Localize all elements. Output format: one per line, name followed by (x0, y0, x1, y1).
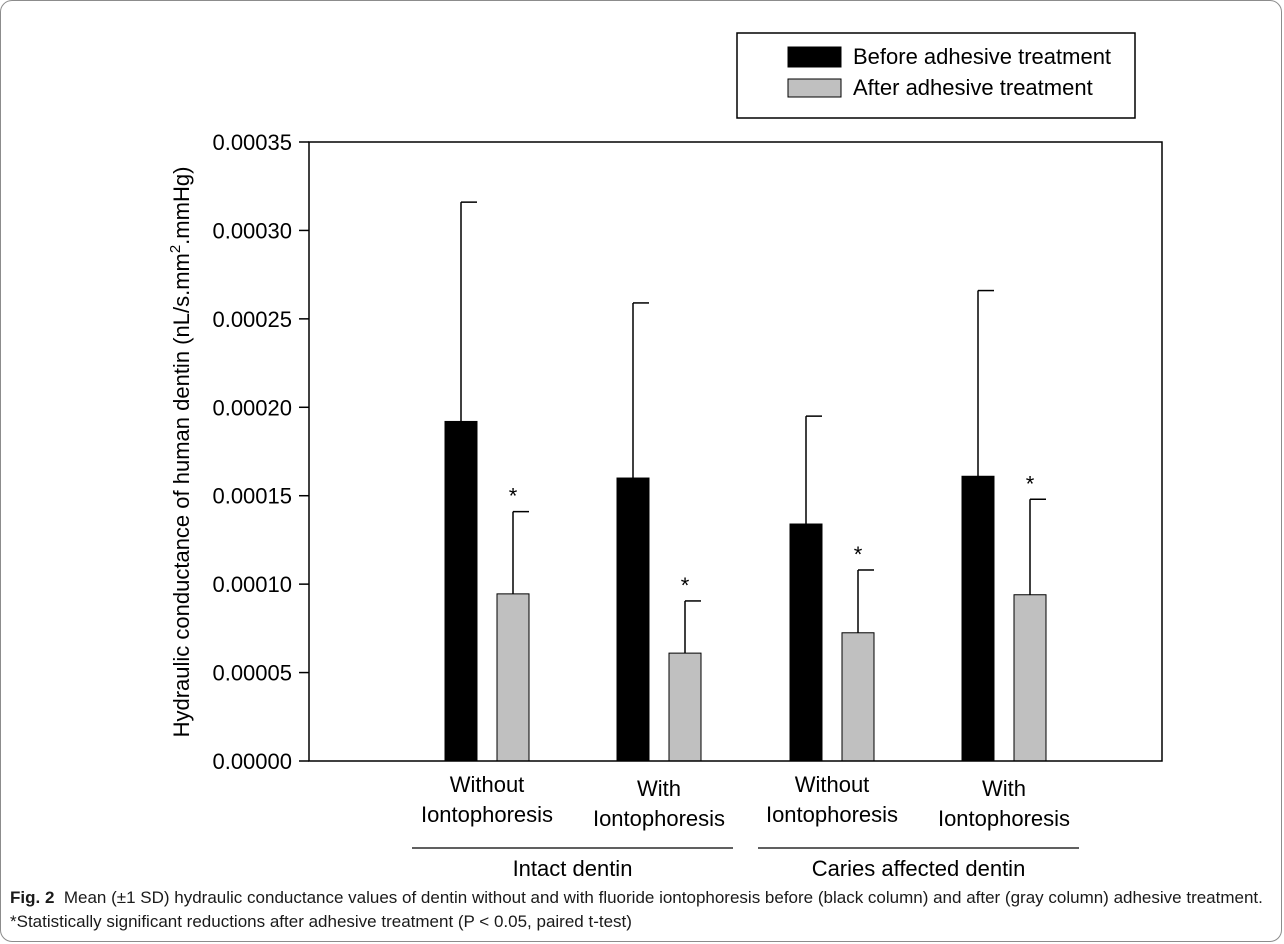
y-tick-label: 0.00020 (212, 395, 292, 420)
significance-marker: * (1026, 471, 1035, 496)
bars: * * * * (444, 201, 1047, 762)
x-axis-labels: Without Iontophoresis With Iontophoresis Wit… (412, 772, 1079, 881)
bar-before (961, 475, 995, 762)
significance-marker: * (509, 484, 518, 509)
y-tick-label: 0.00000 (212, 749, 292, 774)
significance-marker: * (854, 542, 863, 567)
y-axis-label-tail: .mmHg) (169, 167, 194, 245)
figure-caption: Fig. 2 Mean (±1 SD) hydraulic conductanc… (10, 886, 1272, 934)
y-tick-label: 0.00030 (212, 218, 292, 243)
bar-after (1013, 594, 1047, 762)
y-axis-label: Hydraulic conductance of human dentin (n… (167, 167, 194, 738)
bar-before (789, 523, 823, 762)
y-tick-label: 0.00035 (212, 130, 292, 155)
y-tick-label: 0.00005 (212, 661, 292, 686)
legend: Before adhesive treatment After adhesive… (736, 32, 1136, 119)
y-axis-label-superscript: 2 (167, 245, 184, 253)
x-tick-label: Iontophoresis (421, 802, 553, 827)
y-axis-ticks: 0.00000 0.00005 0.00010 0.00015 0.00020 0.000… (212, 130, 309, 774)
x-tick-label: With (982, 776, 1026, 801)
caption-label: Fig. 2 (10, 888, 55, 907)
x-tick-label: Iontophoresis (593, 806, 725, 831)
x-tick-label: Without (795, 772, 870, 797)
x-tick-label: Without (450, 772, 525, 797)
x-tick-label: Iontophoresis (766, 802, 898, 827)
legend-swatch-after (787, 78, 842, 98)
caption-text: Mean (±1 SD) hydraulic conductance value… (10, 888, 1263, 931)
legend-label-after: After adhesive treatment (853, 75, 1093, 100)
y-tick-label: 0.00015 (212, 484, 292, 509)
bar-after (668, 652, 702, 762)
group-label: Intact dentin (513, 856, 633, 881)
bar-after (496, 593, 530, 762)
bar-after (841, 632, 875, 762)
group-label: Caries affected dentin (812, 856, 1026, 881)
bar-before (616, 477, 650, 762)
y-tick-label: 0.00010 (212, 572, 292, 597)
x-tick-label: Iontophoresis (938, 806, 1070, 831)
legend-label-before: Before adhesive treatment (853, 44, 1111, 69)
legend-swatch-before (787, 46, 842, 68)
plot-area-frame (308, 141, 1163, 762)
bar-before (444, 420, 478, 762)
x-tick-label: With (637, 776, 681, 801)
y-tick-label: 0.00025 (212, 307, 292, 332)
significance-marker: * (681, 573, 690, 598)
y-axis-label-main: Hydraulic conductance of human dentin (n… (169, 253, 194, 737)
